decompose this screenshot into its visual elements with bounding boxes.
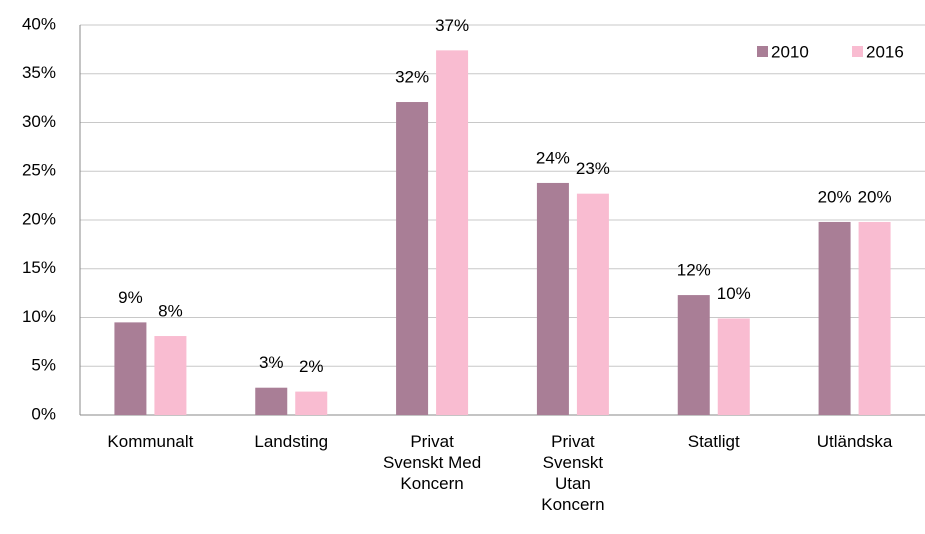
data-label: 2% [299,357,324,376]
y-tick-label: 35% [22,63,56,82]
y-tick-label: 15% [22,258,56,277]
x-tick-label: Utländska [816,432,893,451]
data-label: 12% [677,261,711,280]
legend-swatch [852,46,863,57]
data-label: 32% [395,68,429,87]
bar [536,182,569,415]
y-tick-label: 10% [22,307,56,326]
y-tick-label: 40% [22,14,56,33]
y-tick-label: 30% [22,112,56,131]
data-label: 20% [858,187,892,206]
legend-label: 2016 [866,42,904,61]
bar [295,391,328,415]
x-tick-label: Privat Svenskt Med Koncern [382,432,482,493]
x-tick-label: Statligt [687,432,740,451]
bar [717,318,750,415]
x-tick-label: Privat Svenskt Utan Koncern [541,432,605,514]
bar [858,221,891,415]
legend-label: 2010 [771,42,809,61]
bar [436,50,469,415]
bar [576,193,609,415]
bar [677,295,710,415]
y-tick-label: 0% [31,404,56,423]
bar [818,221,851,415]
bar [255,387,288,415]
x-tick-label: Kommunalt [107,432,194,451]
data-label: 20% [818,187,852,206]
x-tick-label: Landsting [254,432,329,451]
data-label: 3% [259,353,284,372]
bar [396,102,429,416]
legend-swatch [757,46,768,57]
bar [114,322,147,415]
data-label: 8% [158,302,183,321]
y-tick-label: 5% [31,356,56,375]
data-label: 23% [576,159,610,178]
data-label: 24% [536,148,570,167]
data-label: 9% [118,288,143,307]
bar [154,336,187,415]
y-tick-label: 25% [22,161,56,180]
data-label: 10% [717,284,751,303]
y-tick-label: 20% [22,209,56,228]
data-label: 37% [435,16,469,35]
